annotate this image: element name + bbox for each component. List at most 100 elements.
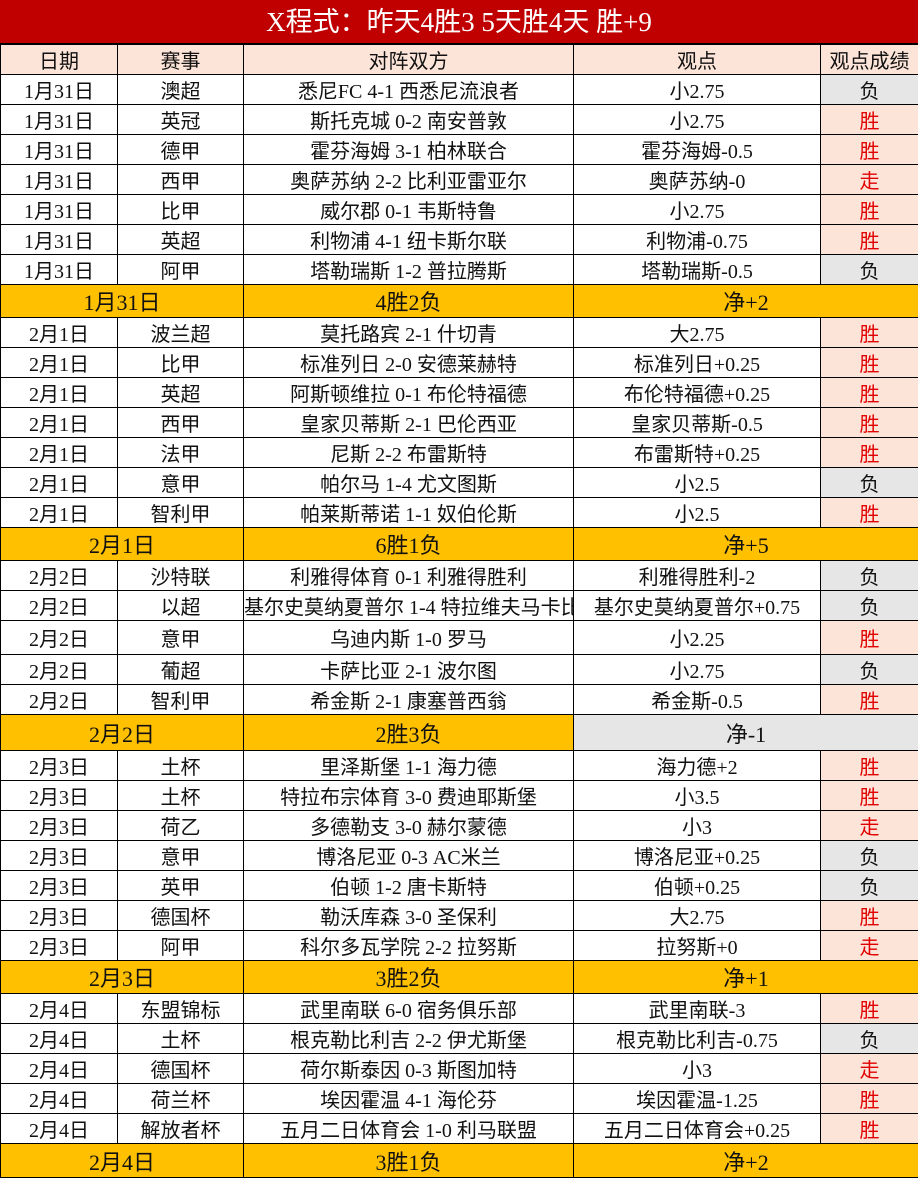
header-pick: 观点 [574, 45, 821, 75]
cell-result: 负 [821, 75, 918, 105]
cell-league: 波兰超 [118, 318, 244, 348]
cell-date: 2月4日 [1, 1054, 118, 1084]
cell-match: 特拉布宗体育 3-0 费迪耶斯堡 [244, 781, 574, 811]
cell-league: 比甲 [118, 195, 244, 225]
cell-date: 2月1日 [1, 468, 118, 498]
cell-league: 德国杯 [118, 901, 244, 931]
cell-league: 解放者杯 [118, 1114, 244, 1144]
cell-match: 阿斯顿维拉 0-1 布伦特福德 [244, 378, 574, 408]
cell-pick: 布伦特福德+0.25 [574, 378, 821, 408]
summary-net: 净+2 [574, 1144, 918, 1178]
cell-result: 走 [821, 165, 918, 195]
cell-date: 2月1日 [1, 318, 118, 348]
cell-result: 负 [821, 841, 918, 871]
cell-match: 皇家贝蒂斯 2-1 巴伦西亚 [244, 408, 574, 438]
summary-net: 净+2 [574, 285, 918, 318]
cell-date: 1月31日 [1, 105, 118, 135]
cell-result: 胜 [821, 994, 918, 1024]
cell-league: 阿甲 [118, 255, 244, 285]
cell-result: 走 [821, 811, 918, 841]
cell-date: 2月2日 [1, 591, 118, 621]
cell-date: 2月1日 [1, 378, 118, 408]
cell-date: 2月1日 [1, 348, 118, 378]
cell-match: 勒沃库森 3-0 圣保利 [244, 901, 574, 931]
cell-pick: 五月二日体育会+0.25 [574, 1114, 821, 1144]
summary-record: 6胜1负 [244, 528, 574, 561]
cell-date: 2月3日 [1, 901, 118, 931]
cell-result: 负 [821, 255, 918, 285]
cell-date: 1月31日 [1, 225, 118, 255]
cell-pick: 武里南联-3 [574, 994, 821, 1024]
summary-record: 3胜2负 [244, 961, 574, 994]
cell-league: 意甲 [118, 621, 244, 655]
cell-date: 1月31日 [1, 255, 118, 285]
cell-date: 2月3日 [1, 781, 118, 811]
cell-pick: 皇家贝蒂斯-0.5 [574, 408, 821, 438]
cell-pick: 小2.75 [574, 655, 821, 685]
cell-league: 德甲 [118, 135, 244, 165]
summary-record: 2胜3负 [244, 715, 574, 751]
header-date: 日期 [1, 45, 118, 75]
cell-pick: 博洛尼亚+0.25 [574, 841, 821, 871]
cell-league: 以超 [118, 591, 244, 621]
cell-match: 帕莱斯蒂诺 1-1 奴伯伦斯 [244, 498, 574, 528]
cell-match: 五月二日体育会 1-0 利马联盟 [244, 1114, 574, 1144]
cell-league: 英超 [118, 378, 244, 408]
cell-match: 乌迪内斯 1-0 罗马 [244, 621, 574, 655]
cell-league: 西甲 [118, 408, 244, 438]
cell-result: 胜 [821, 408, 918, 438]
cell-result: 胜 [821, 901, 918, 931]
cell-date: 2月3日 [1, 811, 118, 841]
sheet-title: X程式：昨天4胜3 5天胜4天 胜+9 [0, 0, 918, 44]
cell-pick: 小2.75 [574, 75, 821, 105]
cell-date: 2月4日 [1, 1114, 118, 1144]
cell-league: 土杯 [118, 1024, 244, 1054]
cell-match: 埃因霍温 4-1 海伦芬 [244, 1084, 574, 1114]
results-table: 日期 赛事 对阵双方 观点 观点成绩 1月31日澳超悉尼FC 4-1 西悉尼流浪… [0, 44, 918, 1178]
cell-pick: 利物浦-0.75 [574, 225, 821, 255]
cell-match: 卡萨比亚 2-1 波尔图 [244, 655, 574, 685]
summary-date: 2月4日 [1, 1144, 244, 1178]
summary-date: 2月3日 [1, 961, 244, 994]
summary-date: 1月31日 [1, 285, 244, 318]
cell-match: 霍芬海姆 3-1 柏林联合 [244, 135, 574, 165]
cell-result: 胜 [821, 751, 918, 781]
header-league: 赛事 [118, 45, 244, 75]
cell-result: 胜 [821, 378, 918, 408]
cell-league: 土杯 [118, 781, 244, 811]
cell-date: 2月3日 [1, 751, 118, 781]
cell-date: 2月2日 [1, 685, 118, 715]
summary-date: 2月1日 [1, 528, 244, 561]
cell-match: 标准列日 2-0 安德莱赫特 [244, 348, 574, 378]
cell-league: 西甲 [118, 165, 244, 195]
cell-pick: 拉努斯+0 [574, 931, 821, 961]
cell-pick: 海力德+2 [574, 751, 821, 781]
cell-pick: 利雅得胜利-2 [574, 561, 821, 591]
cell-date: 2月3日 [1, 841, 118, 871]
cell-match: 根克勒比利吉 2-2 伊尤斯堡 [244, 1024, 574, 1054]
cell-league: 意甲 [118, 468, 244, 498]
header-row: 日期 赛事 对阵双方 观点 观点成绩 [1, 45, 918, 75]
cell-pick: 小2.25 [574, 621, 821, 655]
cell-league: 阿甲 [118, 931, 244, 961]
summary-date: 2月2日 [1, 715, 244, 751]
cell-result: 胜 [821, 621, 918, 655]
cell-league: 智利甲 [118, 685, 244, 715]
